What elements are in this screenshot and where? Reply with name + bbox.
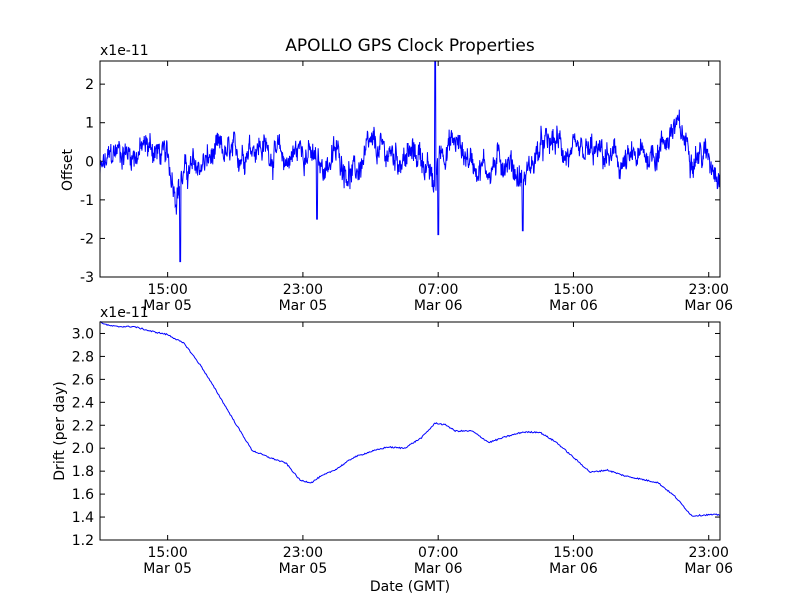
offset-yticks: -3 -2 -1 0 1 2 xyxy=(80,77,720,286)
xtick-label: 15:00 xyxy=(553,545,593,561)
ytick-label: 2 xyxy=(85,77,94,93)
xtick-date-label: Mar 06 xyxy=(684,298,733,314)
ytick-label: 1.6 xyxy=(72,487,94,503)
xtick-date-label: Mar 06 xyxy=(414,298,463,314)
ytick-label: 2.2 xyxy=(72,418,94,434)
drift-panel: x1e-11 Drift (per day) Date (GMT) 1.2 1.4… xyxy=(52,305,733,595)
offset-axes-frame xyxy=(99,60,721,278)
drift-ylabel: Drift (per day) xyxy=(52,381,68,480)
xtick-label: 07:00 xyxy=(418,282,458,298)
ytick-label: 2.6 xyxy=(72,372,94,388)
ytick-label: 1.4 xyxy=(72,510,94,526)
ytick-label: -1 xyxy=(80,193,94,209)
xtick-date-label: Mar 06 xyxy=(684,561,733,577)
xtick-label: 23:00 xyxy=(283,282,323,298)
offset-multiplier-label: x1e-11 xyxy=(100,43,149,59)
xtick-label: 23:00 xyxy=(283,545,323,561)
ytick-label: 1.8 xyxy=(72,464,94,480)
ytick-label: 3.0 xyxy=(72,326,94,342)
xtick-date-label: Mar 06 xyxy=(414,561,463,577)
ytick-label: 2.0 xyxy=(72,441,94,457)
xtick-label: 15:00 xyxy=(147,545,187,561)
ytick-label: -2 xyxy=(80,231,94,247)
xtick-label: 07:00 xyxy=(418,545,458,561)
xtick-date-label: Mar 05 xyxy=(279,561,328,577)
xtick-date-label: Mar 06 xyxy=(549,298,598,314)
xtick-date-label: Mar 05 xyxy=(279,298,328,314)
xtick-label: 23:00 xyxy=(689,545,729,561)
ytick-label: 0 xyxy=(85,154,94,170)
xtick-label: 15:00 xyxy=(147,282,187,298)
ytick-label: 1.2 xyxy=(72,533,94,549)
xtick-label: 15:00 xyxy=(553,282,593,298)
offset-series-line xyxy=(99,60,721,263)
xtick-date-label: Mar 05 xyxy=(143,298,192,314)
ytick-label: 1 xyxy=(85,116,94,132)
xtick-label: 23:00 xyxy=(689,282,729,298)
xtick-date-label: Mar 06 xyxy=(549,561,598,577)
drift-axes-frame xyxy=(99,321,721,541)
offset-ylabel: Offset xyxy=(60,148,76,191)
drift-xlabel: Date (GMT) xyxy=(370,579,450,595)
ytick-label: 2.8 xyxy=(72,349,94,365)
drift-yticks: 1.2 1.4 1.6 1.8 2.0 2.2 2.4 2.6 2.8 3.0 xyxy=(72,326,720,549)
drift-series-line xyxy=(99,321,721,517)
ytick-label: -3 xyxy=(80,270,94,286)
xtick-date-label: Mar 05 xyxy=(143,561,192,577)
ytick-label: 2.4 xyxy=(72,395,94,411)
drift-multiplier-label: x1e-11 xyxy=(100,305,149,321)
chart-title: APOLLO GPS Clock Properties xyxy=(285,36,535,56)
